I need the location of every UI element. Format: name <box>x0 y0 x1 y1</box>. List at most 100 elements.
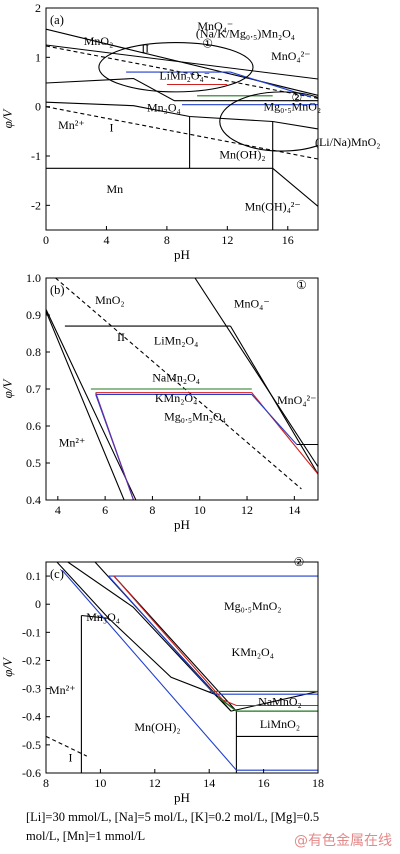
x-tick-label-1: 10 <box>94 776 106 790</box>
zoom-ellipse-0 <box>98 41 254 93</box>
y-tick-label-1: 0.9 <box>26 308 41 322</box>
y-tick-label-1: 0 <box>35 597 41 611</box>
region-label-6: Mg₀.₅MnO₂ <box>264 100 322 114</box>
y-tick-label-4: 0.6 <box>26 419 41 433</box>
caption-line-2: mol/L, [Mn]=1 mmol/L <box>26 829 146 843</box>
x-tick-label-2: 12 <box>149 776 161 790</box>
x-tick-label-2: 8 <box>149 503 155 517</box>
region-label-1: Mn₃O₄ <box>86 610 120 624</box>
region-label-12: Mn <box>106 182 123 196</box>
x-tick-label-4: 16 <box>258 776 270 790</box>
region-label-10: (Li/Na)MnO₂ <box>315 135 381 149</box>
series-line-14 <box>108 575 318 695</box>
region-label-1: MnO₂ <box>84 34 114 48</box>
region-label-9: I <box>109 120 113 134</box>
x-tick-label-0: 4 <box>55 503 61 517</box>
series-line-18 <box>217 696 318 712</box>
region-label-3: (Na/K/Mg₀.₅)Mn₂O₄ <box>196 27 295 41</box>
region-label-5: NaMn₂O₄ <box>152 371 200 385</box>
region-label-7: Mg₀.₅Mn₂O₄ <box>164 409 226 423</box>
y-tick-label-6: 0.4 <box>26 493 41 507</box>
panel-label: (c) <box>50 567 64 581</box>
x-tick-label-4: 12 <box>241 503 253 517</box>
series-line-1 <box>46 28 318 96</box>
region-label-7: Mn₃O₄ <box>147 101 181 115</box>
x-axis-title: pH <box>174 517 190 532</box>
region-label-5: LiMnO₂ <box>260 717 300 731</box>
region-label-13: Mn(OH)₄²⁻ <box>245 199 301 213</box>
region-label-15: ② <box>291 91 302 105</box>
region-label-4: LiMn₂O₄ <box>154 334 198 348</box>
region-label-6: Mn²⁺ <box>49 683 76 697</box>
x-tick-label-5: 18 <box>312 776 324 790</box>
panel-label: (b) <box>50 283 65 297</box>
y-tick-label-3: -1 <box>31 149 41 163</box>
series-line-1 <box>46 311 125 500</box>
series-line-16 <box>113 575 318 707</box>
region-label-8: Mn²⁺ <box>58 118 85 132</box>
region-label-3: KMn₂O₄ <box>232 645 274 659</box>
y-tick-label-3: -0.2 <box>22 653 41 667</box>
series-line-8 <box>95 392 318 475</box>
x-tick-label-3: 12 <box>221 233 233 247</box>
panel-c-chart: 8 10 12 14 16 18 0.1 0 -0.1 -0.2 -0.3 -0.4 -0.5 -0.6 p… <box>0 555 324 805</box>
y-axis-title: φ/V <box>0 108 15 129</box>
y-tick-label-6: -0.5 <box>22 738 41 752</box>
y-tick-label-2: 0 <box>35 100 41 114</box>
x-tick-label-4: 16 <box>282 233 294 247</box>
panel-a-chart: 0 4 8 12 16 2 1 0 -1 -2 pH φ/V (a) MnO₄⁻ MnO₂ II (Na/K/M… <box>0 1 380 262</box>
watermark: @有色金属在线 <box>294 833 392 849</box>
region-label-3: II <box>117 330 125 344</box>
y-tick-label-4: -2 <box>31 198 41 212</box>
region-label-0: MnO₂ <box>95 293 125 307</box>
region-label-2: ① <box>296 278 307 292</box>
series-line-3 <box>194 278 318 468</box>
y-axis-title: φ/V <box>0 378 15 399</box>
y-tick-label-7: -0.6 <box>22 766 41 780</box>
series-line-3 <box>67 562 232 712</box>
x-tick-label-1: 4 <box>103 233 109 247</box>
region-label-4: NaMnO₂ <box>258 694 302 708</box>
y-tick-label-4: -0.3 <box>22 682 41 696</box>
x-tick-label-0: 0 <box>43 233 49 247</box>
x-tick-label-3: 14 <box>203 776 215 790</box>
series-line-13 <box>61 570 237 771</box>
series-line-6 <box>55 278 302 490</box>
series-line-2 <box>46 77 318 102</box>
series-line-9 <box>95 393 298 445</box>
series-line-4 <box>230 325 318 475</box>
series-line-11 <box>95 392 135 500</box>
y-tick-label-5: -0.4 <box>22 710 41 724</box>
x-axis-title: pH <box>174 247 190 262</box>
y-tick-label-0: 2 <box>35 1 41 15</box>
plot-area <box>46 562 318 773</box>
plot-frame <box>45 7 319 231</box>
series-line-9 <box>126 71 311 98</box>
caption-line-1: [Li]=30 mmol/L, [Na]=5 mol/L, [K]=0.2 mo… <box>26 810 320 824</box>
y-tick-label-2: 0.8 <box>26 345 41 359</box>
x-axis-title: pH <box>174 790 190 805</box>
series-line-0 <box>46 309 137 500</box>
region-label-5: LiMn₂O₄⁻ <box>159 69 210 83</box>
region-label-8: I <box>68 751 72 765</box>
region-label-14: ① <box>202 36 213 50</box>
y-tick-label-5: 0.5 <box>26 456 41 470</box>
panel-label: (a) <box>50 13 64 27</box>
plot-area <box>46 278 318 500</box>
region-label-9: Mn²⁺ <box>59 435 86 449</box>
x-tick-label-0: 8 <box>43 776 49 790</box>
plot-frame <box>45 561 319 774</box>
series-line-0 <box>56 562 215 695</box>
region-label-4: MnO₄²⁻ <box>271 49 310 63</box>
y-tick-label-2: -0.1 <box>22 625 41 639</box>
y-tick-label-3: 0.7 <box>26 382 41 396</box>
x-tick-label-1: 6 <box>102 503 108 517</box>
y-tick-label-1: 1 <box>35 50 41 64</box>
region-label-11: Mn(OH)₂ <box>219 147 265 161</box>
x-tick-label-5: 14 <box>288 503 300 517</box>
zoom-ellipse-1 <box>219 91 318 152</box>
x-tick-label-3: 10 <box>194 503 206 517</box>
y-tick-label-0: 1.0 <box>26 271 41 285</box>
region-label-1: MnO₄⁻ <box>234 297 270 311</box>
x-tick-label-2: 8 <box>164 233 170 247</box>
